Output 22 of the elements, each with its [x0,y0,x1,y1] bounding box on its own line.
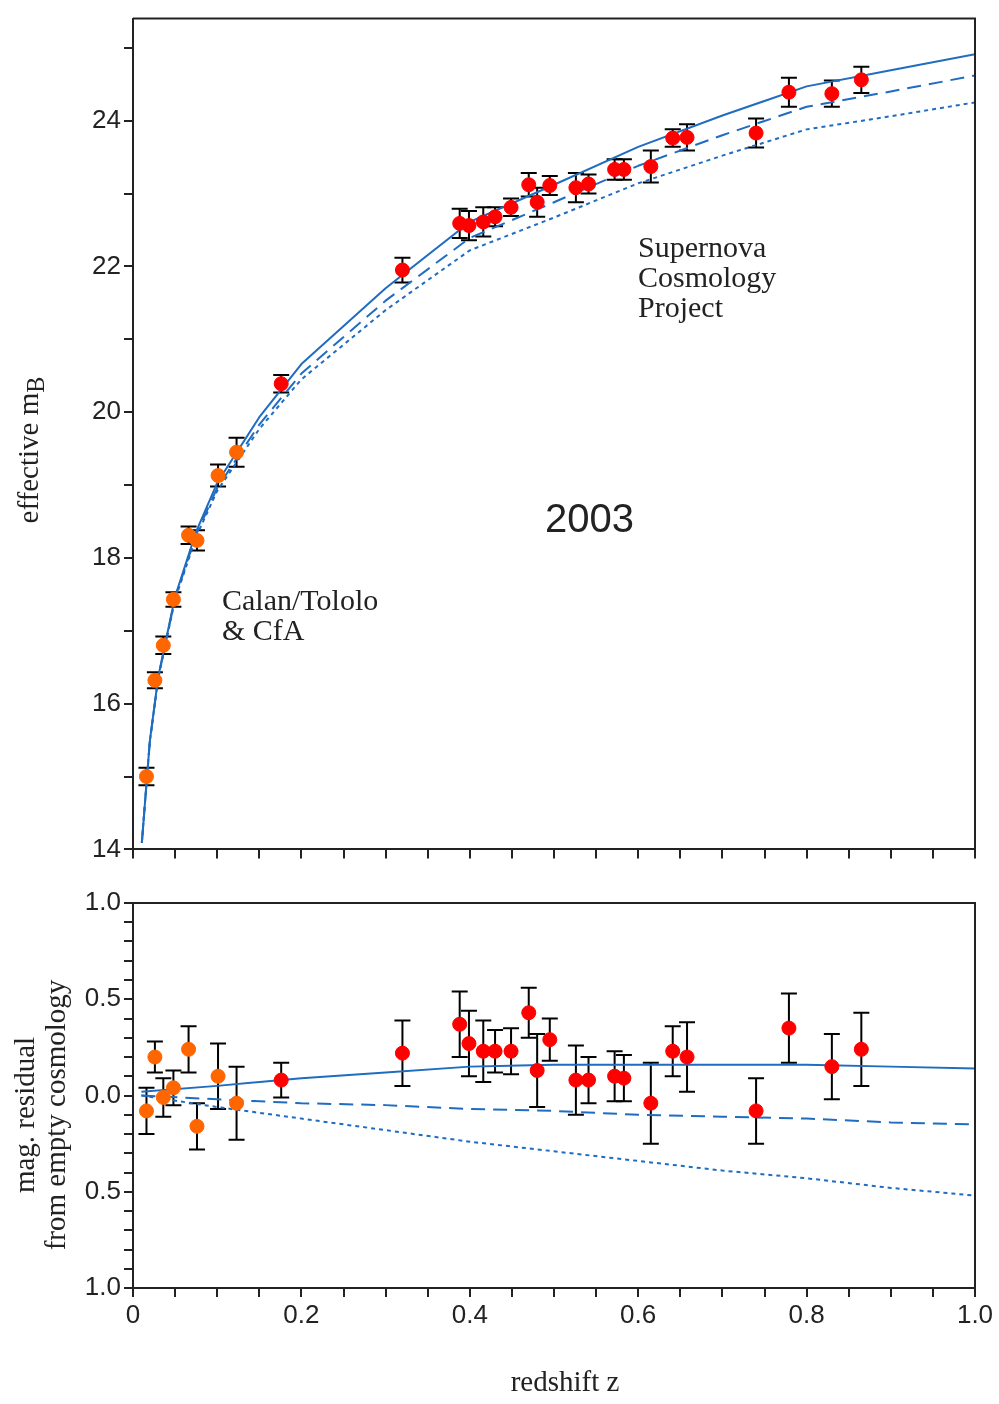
annotation: Supernova Cosmology Project [638,230,777,323]
y-tick-label: 0.0 [84,1078,121,1109]
y-tick-label: 0.5 [84,1174,121,1205]
x-tick-label: 0.6 [620,1298,657,1329]
x-tick-label: 1.0 [956,1298,994,1329]
y-tick-label: 18 [92,541,121,572]
y-tick-label: 22 [92,249,121,280]
x-tick-label: 0.8 [788,1298,825,1329]
x-tick-label: 0.4 [451,1298,488,1329]
y-tick-label: 1.0 [84,1271,121,1302]
y-tick-label: 1.0 [84,886,121,917]
y-tick-label: 0.5 [84,982,121,1013]
x-axis-title: redshift z [510,1365,620,1398]
x-tick-label: 0 [125,1298,141,1329]
annotation: 2003 [545,496,634,540]
y-tick-label: 16 [92,686,121,717]
x-tick-label: 0.2 [283,1298,320,1329]
y-axis-title: mag. residual from empty cosmology [8,979,71,1251]
annotation: Calan/Tololo & CfA [222,583,379,646]
y-tick-label: 24 [92,103,121,134]
y-tick-label: 14 [92,832,121,863]
y-tick-label: 20 [92,395,121,426]
